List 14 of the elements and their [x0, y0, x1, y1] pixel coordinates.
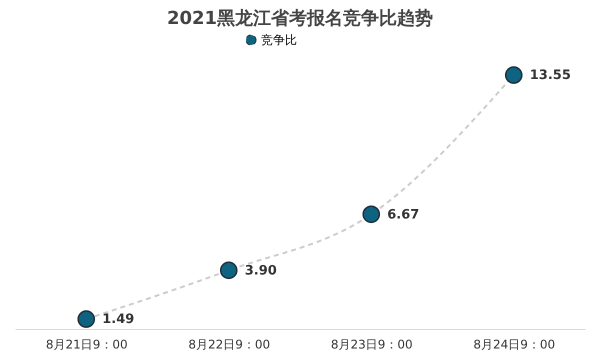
chart-title: 2021黑龙江省考报名竞争比趋势	[166, 8, 434, 30]
legend-label: 竞争比	[261, 33, 297, 47]
data-label: 13.55	[530, 68, 571, 84]
x-tick-label: 8月23日9：00	[330, 338, 413, 352]
point	[504, 66, 523, 84]
x-tick-label: 8月24日9：00	[473, 338, 556, 352]
data-label: 6.67	[387, 207, 420, 222]
data-label: 1.49	[102, 312, 134, 328]
data-label: 3.90	[244, 263, 277, 278]
point	[77, 310, 96, 328]
point	[220, 262, 238, 280]
x-tick-label: 8月22日9：00	[188, 338, 270, 352]
x-tick-label: 8月21日9：00	[46, 338, 128, 352]
point	[362, 205, 380, 224]
